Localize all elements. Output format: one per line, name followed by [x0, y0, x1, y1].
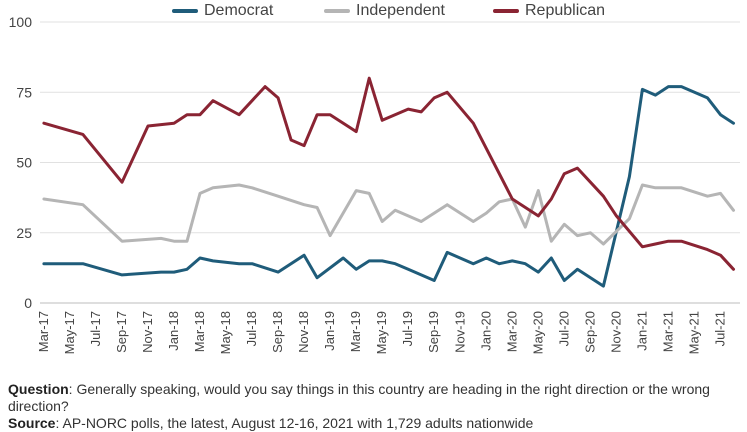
- legend-swatch: [493, 9, 519, 13]
- series-line-republican: [42, 76, 735, 271]
- line-chart: 0 25 50 75 100 Mar-17 May-17 Jul-17 Sep-17 Nov-17…: [9, 14, 740, 354]
- x-tick-label: Nov-17: [140, 311, 155, 353]
- y-tick-label: 0: [24, 295, 32, 311]
- x-tick-label: May-20: [530, 311, 545, 354]
- x-tick-label: Jul-19: [400, 311, 415, 346]
- legend-label: Independent: [356, 2, 445, 19]
- legend-label: Democrat: [204, 2, 274, 19]
- x-tick-label: Mar-17: [36, 311, 51, 352]
- source-label: Source: [8, 415, 56, 431]
- x-tick-label: Jan-21: [634, 311, 649, 351]
- chart-legend: Democrat Independent Republican: [0, 2, 747, 24]
- legend-item-republican: Republican: [493, 2, 605, 20]
- legend-label: Republican: [525, 2, 606, 19]
- legend-swatch: [172, 9, 198, 13]
- x-tick-label: Jul-17: [88, 311, 103, 346]
- x-tick-label: Nov-19: [452, 311, 467, 353]
- question-label: Question: [8, 381, 69, 397]
- x-tick-label: Jul-21: [712, 311, 727, 346]
- series-line-democrat: [42, 85, 735, 288]
- x-tick-label: May-21: [686, 311, 701, 354]
- series-line-independent: [42, 183, 735, 246]
- x-tick-label: Jul-18: [244, 311, 259, 346]
- y-tick-label: 100: [9, 14, 33, 30]
- x-tick-label: May-19: [374, 311, 389, 354]
- source-note: Source: AP-NORC polls, the latest, Augus…: [8, 415, 743, 432]
- question-note: Question: Generally speaking, would you …: [8, 381, 743, 415]
- x-tick-label: Mar-20: [504, 311, 519, 352]
- x-tick-label: May-18: [218, 311, 233, 354]
- legend-swatch: [324, 9, 350, 13]
- y-tick-label: 75: [16, 84, 32, 100]
- chart-footnote: Question: Generally speaking, would you …: [8, 381, 743, 432]
- x-tick-label: Nov-18: [296, 311, 311, 353]
- x-tick-label: Mar-21: [660, 311, 675, 352]
- source-text: : AP-NORC polls, the latest, August 12-1…: [55, 415, 534, 431]
- x-tick-label: Sep-18: [270, 311, 285, 353]
- legend-item-democrat: Democrat: [172, 2, 273, 20]
- legend-item-independent: Independent: [324, 2, 445, 20]
- x-tick-label: Sep-20: [582, 311, 597, 353]
- y-tick-label: 50: [16, 155, 32, 171]
- x-tick-label: Mar-18: [192, 311, 207, 352]
- x-tick-label: Sep-19: [426, 311, 441, 353]
- x-tick-label: Sep-17: [114, 311, 129, 353]
- question-text: : Generally speaking, would you say thin…: [8, 381, 710, 414]
- x-tick-label: Nov-20: [608, 311, 623, 353]
- x-tick-label: Jan-18: [166, 311, 181, 351]
- x-tick-label: May-17: [62, 311, 77, 354]
- x-tick-label: Mar-19: [348, 311, 363, 352]
- x-tick-label: Jan-20: [478, 311, 493, 351]
- y-tick-label: 25: [16, 225, 32, 241]
- x-tick-label: Jul-20: [556, 311, 571, 346]
- x-tick-label: Jan-19: [322, 311, 337, 351]
